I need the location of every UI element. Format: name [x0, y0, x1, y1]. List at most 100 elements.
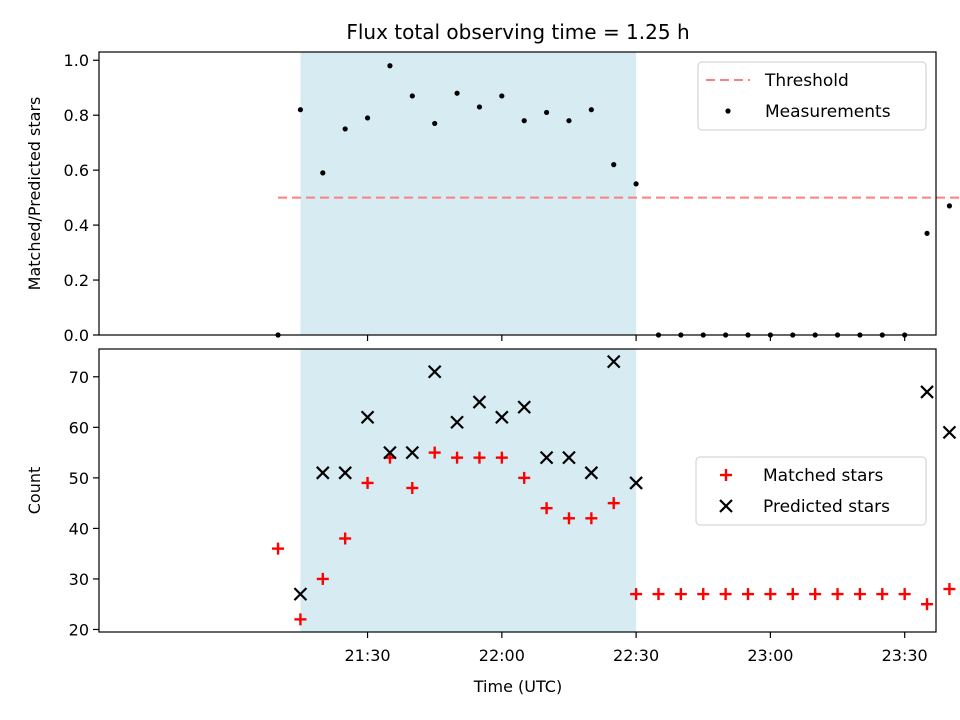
- matched-star-point: [630, 588, 643, 601]
- matched-star-point: [361, 476, 374, 489]
- y-tick-label: 70: [69, 368, 89, 387]
- predicted-star-point: [383, 445, 397, 460]
- matched-star-point: [562, 512, 575, 525]
- matched-star-point: [674, 588, 687, 601]
- predicted-star-point: [495, 410, 509, 425]
- x-axis-label: Time (UTC): [473, 677, 562, 696]
- measurement-point: [320, 170, 326, 176]
- legend-matched-label: Matched stars: [763, 466, 883, 486]
- y-tick-label: 50: [69, 469, 89, 488]
- predicted-star-point: [942, 425, 957, 440]
- predicted-star-point: [472, 395, 487, 409]
- predicted-star-point: [562, 450, 576, 465]
- x-tick-label: 23:00: [747, 646, 793, 665]
- matched-star-point: [518, 471, 531, 484]
- measurement-point: [543, 109, 550, 116]
- matched-star-point: [943, 583, 956, 596]
- predicted-star-point: [517, 400, 531, 414]
- y-tick-label: 1.0: [64, 51, 89, 70]
- measurement-point: [499, 93, 505, 99]
- predicted-star-point: [629, 476, 643, 490]
- matched-star-point: [809, 588, 822, 601]
- matched-star-point: [406, 481, 419, 494]
- matched-star-point: [831, 588, 844, 601]
- x-tick-label: 22:30: [613, 646, 659, 665]
- y-tick-label: 30: [69, 570, 89, 589]
- matched-star-point: [764, 588, 777, 601]
- predicted-star-point: [584, 466, 599, 480]
- count-plot-frame: [98, 348, 937, 633]
- figure-title: Flux total observing time = 1.25 h: [346, 20, 689, 44]
- matched-star-point: [742, 588, 755, 601]
- ratio-plot-frame: [98, 51, 937, 336]
- matched-star-point: [451, 451, 464, 464]
- legend-threshold-label: Threshold: [764, 71, 849, 91]
- matched-star-point: [428, 446, 441, 459]
- ratio-legend: Threshold Measurements: [697, 61, 927, 131]
- matched-star-point: [853, 588, 866, 601]
- matched-star-point: [316, 572, 329, 585]
- measurement-point: [588, 107, 594, 113]
- x-tick-label: 22:00: [479, 646, 525, 665]
- predicted-star-point: [539, 450, 554, 465]
- y-tick-label: 20: [69, 620, 89, 639]
- count-shaded-region: [300, 349, 637, 632]
- predicted-star-point: [405, 445, 420, 460]
- measurement-point: [476, 104, 483, 110]
- matched-star-point: [540, 502, 553, 515]
- predicted-star-point: [427, 364, 442, 379]
- matched-star-point: [876, 588, 889, 601]
- ratio-panel: 0.0 0.2 0.4 0.6 0.8 1.0 Matched/Predicted sta…: [25, 51, 960, 345]
- measurement-point: [454, 90, 460, 96]
- predicted-star-point: [293, 587, 308, 601]
- matched-star-point: [652, 588, 665, 601]
- matched-star-point: [495, 451, 508, 464]
- x-tick-label: 23:30: [882, 646, 928, 665]
- y-tick-label: 0.0: [64, 326, 89, 345]
- ratio-shaded-region: [300, 52, 637, 335]
- legend-predicted-swatch: [719, 499, 733, 513]
- matched-star-point: [898, 588, 911, 601]
- matched-star-point: [294, 613, 307, 626]
- matched-star-point: [473, 451, 486, 464]
- x-tick-label: 21:30: [345, 646, 391, 665]
- predicted-star-point: [450, 415, 464, 430]
- matched-star-point: [786, 588, 799, 601]
- ratio-ylabel: Matched/Predicted stars: [25, 97, 44, 291]
- measurement-point: [611, 162, 617, 168]
- measurement-point: [342, 126, 348, 132]
- measurement-point: [364, 115, 371, 121]
- matched-star-point: [585, 512, 598, 525]
- predicted-star-point: [360, 410, 375, 425]
- predicted-star-point: [920, 385, 934, 399]
- predicted-star-point: [316, 466, 330, 480]
- measurement-point: [633, 181, 639, 187]
- legend-measurements-label: Measurements: [765, 102, 891, 122]
- y-tick-label: 0.8: [64, 106, 89, 125]
- predicted-star-point: [338, 466, 352, 480]
- y-tick-label: 0.2: [64, 271, 89, 290]
- matched-star-point: [921, 598, 934, 611]
- y-tick-label: 0.4: [64, 216, 89, 235]
- measurement-point: [297, 107, 304, 113]
- legend-measurements-swatch: [725, 108, 731, 114]
- count-ylabel: Count: [25, 467, 44, 515]
- count-legend-box: [695, 456, 927, 526]
- y-tick-label: 40: [69, 519, 89, 538]
- measurement-point: [432, 120, 438, 127]
- measurement-point: [409, 93, 415, 99]
- measurement-point: [566, 118, 572, 124]
- measurement-point: [387, 63, 393, 69]
- matched-star-point: [607, 497, 620, 510]
- matched-star-point: [272, 542, 285, 555]
- y-tick-label: 0.6: [64, 161, 89, 180]
- ratio-legend-box: [697, 61, 927, 131]
- legend-matched-swatch: [720, 469, 732, 481]
- measurement-point: [924, 230, 930, 236]
- count-legend: Matched stars Predicted stars: [695, 456, 927, 526]
- matched-star-point: [719, 588, 732, 601]
- predicted-star-point: [606, 354, 621, 369]
- measurement-point: [521, 118, 527, 124]
- matched-star-point: [697, 588, 710, 601]
